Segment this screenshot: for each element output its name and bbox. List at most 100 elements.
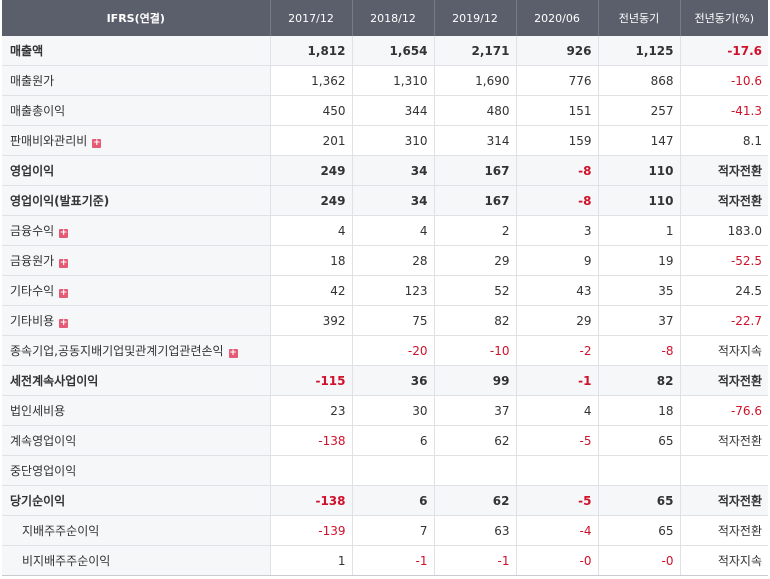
table-row: 영업이익 249 34 167 -8 110 적자전환 [2,155,768,186]
table-row: 중단영업이익 [2,455,768,486]
value-cell: 24.5 [679,275,768,306]
value-cell: 63 [433,515,516,546]
row-label: 금융원가 [10,254,55,268]
value-cell: 868 [597,65,680,96]
value-cell: 43 [515,275,598,306]
value-cell: 926 [515,36,598,66]
row-label-cell: 매출총이익 [2,95,270,126]
row-label-cell: 당기순이익 [2,485,270,516]
value-cell: 1,812 [269,36,352,66]
row-label: 중단영업이익 [10,464,77,478]
value-cell: 적자지속 [679,545,768,576]
value-cell: -52.5 [679,245,768,276]
table-row: 기타비용 +392 75 82 29 37 -22.7 [2,305,768,336]
value-cell: 2,171 [433,36,516,66]
expand-button[interactable]: + [228,348,238,358]
value-cell: 36 [351,365,434,396]
value-cell: 37 [433,395,516,426]
value-cell: 52 [433,275,516,306]
value-cell: 4 [515,395,598,426]
row-label-cell: 금융수익 + [2,215,270,246]
value-cell: -76.6 [679,395,768,426]
value-cell: -1 [351,545,434,576]
value-cell: 34 [351,155,434,186]
table-row: 매출원가 1,362 1,310 1,690 776 868 -10.6 [2,65,768,96]
row-label: 기타수익 [10,284,55,298]
row-label-cell: 종속기업,공동지배기업및관계기업관련손익 + [2,335,270,366]
value-cell: 적자전환 [679,515,768,546]
value-cell: 적자전환 [679,155,768,186]
value-cell: 65 [597,515,680,546]
header-row: IFRS(연결) 2017/12 2018/12 2019/12 2020/06 전년동기… [2,0,768,36]
value-cell: 99 [433,365,516,396]
value-cell: 480 [433,95,516,126]
row-label: 당기순이익 [10,494,66,508]
value-cell: 30 [351,395,434,426]
value-cell: 9 [515,245,598,276]
value-cell: 6 [351,425,434,456]
table-row: 당기순이익 -138 6 62 -5 65 적자전환 [2,485,768,516]
value-cell: 8.1 [679,125,768,156]
row-label-cell: 매출액 [2,36,270,66]
value-cell: 6 [351,485,434,516]
empty-cell [351,455,434,486]
expand-button[interactable]: + [59,228,69,238]
header-cell: 전년동기(%) [679,0,768,36]
value-cell: 적자전환 [679,425,768,456]
value-cell: -139 [269,515,352,546]
row-label-cell: 판매비와관리비 + [2,125,270,156]
value-cell: -2 [515,335,598,366]
value-cell: 1,362 [269,65,352,96]
expand-button[interactable]: + [59,288,69,298]
table-row: 매출총이익 450 344 480 151 257 -41.3 [2,95,768,126]
table-row: 매출액 1,812 1,654 2,171 926 1,125 -17.6 [2,36,768,66]
row-label: 매출액 [10,44,44,58]
table-row: 계속영업이익 -138 6 62 -5 65 적자전환 [2,425,768,456]
value-cell: 344 [351,95,434,126]
table-row: 기타수익 +42 123 52 43 35 24.5 [2,275,768,306]
value-cell: 29 [433,245,516,276]
table-row: 금융수익 +4 4 2 3 1 183.0 [2,215,768,246]
value-cell: 3 [515,215,598,246]
value-cell: 392 [269,305,352,336]
table-row: 지배주주순이익 -139 7 63 -4 65 적자전환 [2,515,768,546]
value-cell: -8 [515,155,598,186]
value-cell: 23 [269,395,352,426]
value-cell: 310 [351,125,434,156]
row-label: 영업이익 [10,164,55,178]
value-cell: 450 [269,95,352,126]
row-label: 세전계속사업이익 [10,374,99,388]
table-row: 세전계속사업이익 -115 36 99 -1 82 적자전환 [2,365,768,396]
value-cell: -20 [351,335,434,366]
row-label-cell: 매출원가 [2,65,270,96]
header-cell: IFRS(연결) [2,0,270,36]
value-cell: 1 [269,545,352,576]
value-cell: 82 [433,305,516,336]
row-label: 판매비와관리비 [10,134,88,148]
expand-button[interactable]: + [59,258,69,268]
row-label: 매출총이익 [10,104,66,118]
row-label: 매출원가 [10,74,55,88]
table-row: 종속기업,공동지배기업및관계기업관련손익 + -20 -10 -2 -8 적자지속 [2,335,768,366]
row-label-cell: 금융원가 + [2,245,270,276]
expand-button[interactable]: + [92,138,102,148]
row-label-cell: 중단영업이익 [2,455,270,486]
value-cell: 37 [597,305,680,336]
value-cell: -5 [515,485,598,516]
row-label-cell: 영업이익 [2,155,270,186]
table-row: 판매비와관리비 +201 310 314 159 147 8.1 [2,125,768,156]
row-label: 법인세비용 [10,404,66,418]
value-cell: -8 [515,185,598,216]
value-cell: 적자지속 [679,335,768,366]
value-cell: 249 [269,185,352,216]
table-row: 법인세비용 23 30 37 4 18 -76.6 [2,395,768,426]
value-cell: 적자전환 [679,485,768,516]
value-cell: 110 [597,155,680,186]
row-label-cell: 영업이익(발표기준) [2,185,270,216]
value-cell: 4 [351,215,434,246]
value-cell: 123 [351,275,434,306]
expand-button[interactable]: + [59,318,69,328]
empty-cell [679,455,768,486]
row-label: 기타비용 [10,314,55,328]
